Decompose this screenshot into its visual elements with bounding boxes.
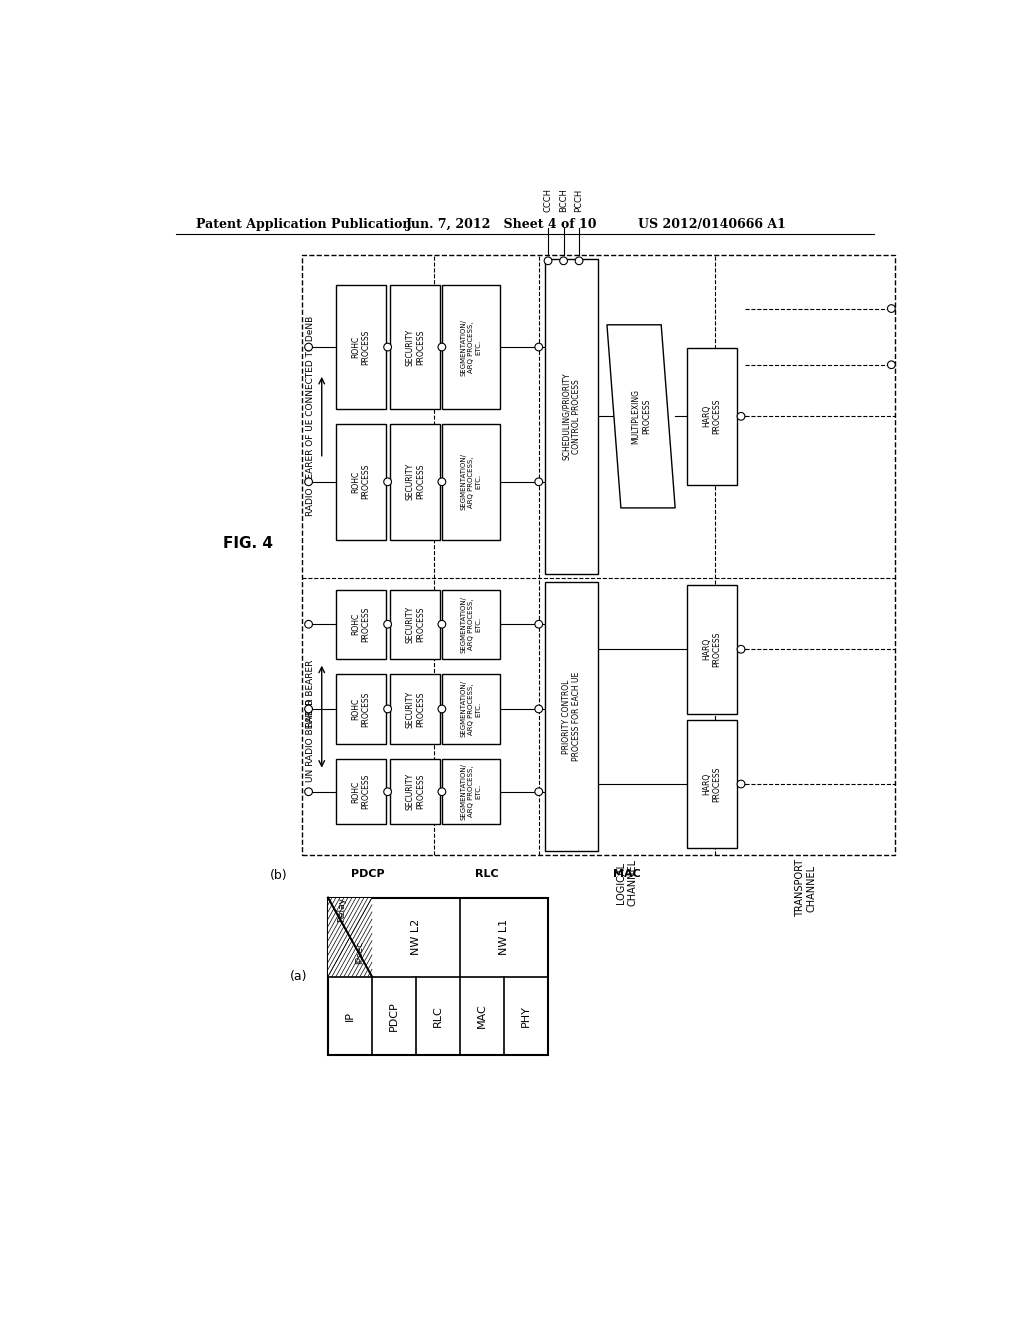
Text: (a): (a) xyxy=(290,970,307,983)
Text: UN RADIO BEARER: UN RADIO BEARER xyxy=(305,698,314,781)
Text: CCCH: CCCH xyxy=(544,189,553,213)
Bar xyxy=(336,675,386,743)
Text: SEGMENTATION/
ARQ PROCESS,
ETC.: SEGMENTATION/ ARQ PROCESS, ETC. xyxy=(461,763,481,820)
Text: MULTIPLEXING
PROCESS: MULTIPLEXING PROCESS xyxy=(632,389,650,444)
Text: PDCP: PDCP xyxy=(351,869,385,879)
Circle shape xyxy=(737,780,744,788)
Bar xyxy=(442,590,500,659)
Text: MAC: MAC xyxy=(477,1003,487,1028)
Bar xyxy=(390,424,440,540)
Circle shape xyxy=(384,620,391,628)
Bar xyxy=(390,759,440,825)
Text: SEGMENTATION/
ARQ PROCESS,
ETC.: SEGMENTATION/ ARQ PROCESS, ETC. xyxy=(461,680,481,738)
Bar xyxy=(442,285,500,409)
Bar xyxy=(390,675,440,743)
Bar xyxy=(442,424,500,540)
Text: BCCH: BCCH xyxy=(559,189,568,213)
Circle shape xyxy=(888,305,895,313)
Circle shape xyxy=(305,620,312,628)
Text: SCHEDULING/PRIORITY
CONTROL PROCESS: SCHEDULING/PRIORITY CONTROL PROCESS xyxy=(561,372,581,461)
Circle shape xyxy=(438,705,445,713)
Text: ROHC
PROCESS: ROHC PROCESS xyxy=(351,607,371,642)
Text: Patent Application Publication: Patent Application Publication xyxy=(197,218,412,231)
Bar xyxy=(687,347,737,484)
Text: PCCH: PCCH xyxy=(574,189,584,213)
Text: SECURITY
PROCESS: SECURITY PROCESS xyxy=(406,606,425,643)
Circle shape xyxy=(535,788,543,796)
Text: RLC: RLC xyxy=(433,1005,443,1027)
Text: US 2012/0140666 A1: US 2012/0140666 A1 xyxy=(638,218,785,231)
Bar xyxy=(442,675,500,743)
Text: HARQ
PROCESS: HARQ PROCESS xyxy=(702,767,722,801)
Bar xyxy=(328,898,372,977)
Circle shape xyxy=(737,413,744,420)
Bar xyxy=(336,590,386,659)
Bar xyxy=(442,759,500,825)
Text: SECURITY
PROCESS: SECURITY PROCESS xyxy=(406,774,425,810)
Text: NW L1: NW L1 xyxy=(499,919,509,956)
Text: SEGMENTATION/
ARQ PROCESS,
ETC.: SEGMENTATION/ ARQ PROCESS, ETC. xyxy=(461,453,481,511)
Text: HARQ
PROCESS: HARQ PROCESS xyxy=(702,631,722,667)
Text: SECURITY
PROCESS: SECURITY PROCESS xyxy=(406,463,425,500)
Text: IPsec: IPsec xyxy=(355,941,365,965)
Circle shape xyxy=(438,478,445,486)
Circle shape xyxy=(535,705,543,713)
Bar xyxy=(336,285,386,409)
Circle shape xyxy=(535,478,543,486)
Bar xyxy=(390,590,440,659)
Text: SECURITY
PROCESS: SECURITY PROCESS xyxy=(406,329,425,366)
Circle shape xyxy=(305,705,312,713)
Text: NW L2: NW L2 xyxy=(411,919,421,956)
Bar xyxy=(336,759,386,825)
Text: SEGMENTATION/
ARQ PROCESS,
ETC.: SEGMENTATION/ ARQ PROCESS, ETC. xyxy=(461,318,481,376)
Text: PRIORITY CONTROL
PROCESS FOR EACH UE: PRIORITY CONTROL PROCESS FOR EACH UE xyxy=(561,672,581,762)
Text: ROHC
PROCESS: ROHC PROCESS xyxy=(351,465,371,499)
Text: (b): (b) xyxy=(270,869,288,882)
Circle shape xyxy=(384,788,391,796)
Polygon shape xyxy=(607,325,675,508)
Circle shape xyxy=(560,257,567,264)
Text: PDCP: PDCP xyxy=(389,1001,399,1031)
Text: ROHC
PROCESS: ROHC PROCESS xyxy=(351,330,371,364)
Circle shape xyxy=(305,478,312,486)
Bar xyxy=(302,255,895,855)
Text: PHY: PHY xyxy=(521,1005,531,1027)
Circle shape xyxy=(535,620,543,628)
Circle shape xyxy=(438,343,445,351)
Text: FIG. 4: FIG. 4 xyxy=(223,536,273,550)
Bar xyxy=(687,719,737,849)
Circle shape xyxy=(305,343,312,351)
Circle shape xyxy=(575,257,583,264)
Circle shape xyxy=(535,343,543,351)
Circle shape xyxy=(438,788,445,796)
Circle shape xyxy=(384,705,391,713)
Text: LOGICAL
CHANNEL: LOGICAL CHANNEL xyxy=(616,859,638,907)
Text: SEGMENTATION/
ARQ PROCESS,
ETC.: SEGMENTATION/ ARQ PROCESS, ETC. xyxy=(461,595,481,653)
Text: ROHC
PROCESS: ROHC PROCESS xyxy=(351,774,371,809)
Circle shape xyxy=(384,343,391,351)
Bar xyxy=(545,582,598,851)
Bar xyxy=(328,898,548,1056)
Bar xyxy=(390,285,440,409)
Text: RLC: RLC xyxy=(475,869,499,879)
Circle shape xyxy=(737,645,744,653)
Circle shape xyxy=(544,257,552,264)
Circle shape xyxy=(384,478,391,486)
Text: IP: IP xyxy=(345,1011,355,1020)
Text: MAC: MAC xyxy=(613,869,641,879)
Bar xyxy=(336,424,386,540)
Text: ROHC
PROCESS: ROHC PROCESS xyxy=(351,692,371,726)
Text: HARQ
PROCESS: HARQ PROCESS xyxy=(702,399,722,434)
Text: RADIO BEARER OF UE CONNECTED TO DeNB: RADIO BEARER OF UE CONNECTED TO DeNB xyxy=(305,317,314,516)
Circle shape xyxy=(438,620,445,628)
Text: SECURITY
PROCESS: SECURITY PROCESS xyxy=(406,690,425,727)
Bar xyxy=(687,585,737,714)
Circle shape xyxy=(888,360,895,368)
Text: Relay: Relay xyxy=(337,896,346,921)
Circle shape xyxy=(305,788,312,796)
Text: TRANSPORT
CHANNEL: TRANSPORT CHANNEL xyxy=(795,859,816,917)
Text: RADIO BEARER: RADIO BEARER xyxy=(305,660,314,727)
Text: Jun. 7, 2012   Sheet 4 of 10: Jun. 7, 2012 Sheet 4 of 10 xyxy=(406,218,597,231)
Bar xyxy=(545,259,598,574)
